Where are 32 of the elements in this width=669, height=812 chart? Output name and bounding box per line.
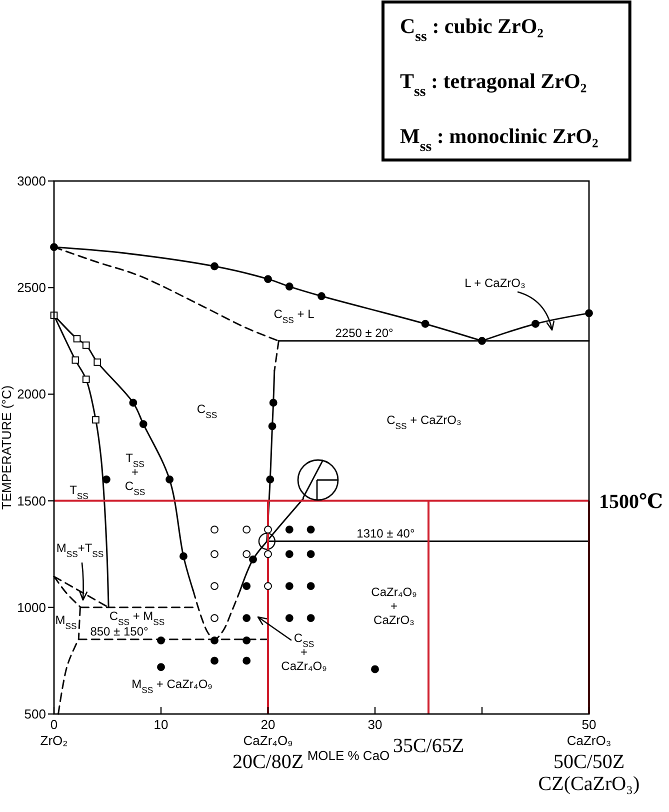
annotation: C$_{SS}$ + CaZr₄O₉ <box>281 631 328 674</box>
x-axis-title: MOLE % CaO <box>307 748 390 763</box>
annotation: CaZr₄O₉ + CaZrO₃ <box>371 585 418 628</box>
annotation: M$_{SS}$+T$_{SS}$ <box>56 541 104 560</box>
x-tick-label: 50 CaZrO₃ <box>566 717 612 748</box>
y-tick-label: 3000 <box>17 174 46 188</box>
y-tick-label: 2500 <box>17 280 46 296</box>
ref-line-label: 1500℃ <box>599 490 663 513</box>
annotation: M$_{SS}$ + CaZr₄O₉ <box>132 677 213 696</box>
ref-line-label: 35C/65Z <box>392 735 464 757</box>
y-tick-label: 1000 <box>17 600 46 615</box>
x-tick-label: 30 <box>368 717 382 732</box>
y-axis-title: TEMPERATURE (°C) <box>0 385 14 510</box>
y-tick-label: 1500 <box>17 493 46 508</box>
text: M$_{ss}$ : monoclinic ZrO₂ <box>400 124 598 155</box>
y-tick-label: 2000 <box>17 386 46 402</box>
annotation: M$_{SS}$ <box>55 613 77 632</box>
annotation: L + CaZrO₃ <box>464 276 526 290</box>
annotation: C$_{SS}$ <box>196 402 218 420</box>
annotation: C$_{SS}$ + CaZrO₃ <box>386 413 462 432</box>
text: C$_{ss}$ : cubic ZrO₂ <box>400 14 544 45</box>
x-tick-label: 20 CaZr₄O₉ <box>243 717 293 748</box>
ref-line-label: 50C/50Z CZ(CaZrO₃) <box>538 751 640 795</box>
ref-line-label: 20C/80Z <box>232 751 304 773</box>
x-tick-label: 10 <box>154 717 168 732</box>
annotation: 2250 ± 20° <box>335 326 394 340</box>
text: T$_{ss}$ : tetragonal ZrO₂ <box>400 69 587 100</box>
annotation: 1310 ± 40° <box>356 526 415 540</box>
annotation: T$_{SS}$ + C$_{SS}$ <box>124 451 146 498</box>
annotation: C$_{SS}$ + L <box>274 307 315 326</box>
y-tick-label: 500 <box>24 706 46 722</box>
annotation: T$_{SS}$ <box>70 483 89 502</box>
